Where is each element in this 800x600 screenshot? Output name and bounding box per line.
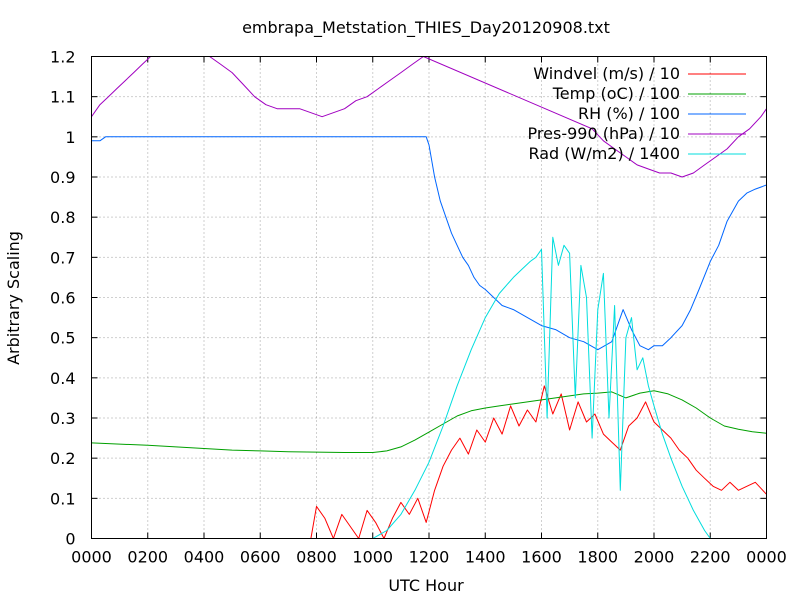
y-tick-label: 1	[65, 128, 75, 147]
y-tick-label: 0.1	[50, 489, 75, 508]
y-tick-label: 0	[65, 530, 75, 549]
legend-label: RH (%) / 100	[578, 104, 680, 123]
y-tick-label: 1.2	[50, 48, 75, 67]
y-axis-label: Arbitrary Scaling	[4, 231, 23, 365]
y-tick-label: 0.6	[50, 289, 75, 308]
series-line-5	[372, 236, 711, 539]
chart-title: embrapa_Metstation_THIES_Day20120908.txt	[242, 18, 610, 38]
x-tick-label: 0200	[127, 548, 168, 567]
series-lines	[91, 56, 767, 539]
x-tick-label: 1600	[521, 548, 562, 567]
x-tick-label: 1000	[352, 548, 393, 567]
y-tick-label: 0.9	[50, 168, 75, 187]
series-line-1	[310, 385, 767, 539]
series-line-2	[91, 390, 767, 453]
x-axis-label: UTC Hour	[388, 576, 464, 595]
series-line-4	[91, 56, 767, 178]
legend-label: Temp (oC) / 100	[552, 84, 680, 103]
x-tick-label: 2000	[634, 548, 675, 567]
plot-border	[91, 56, 767, 539]
y-tick-label: 0.5	[50, 329, 75, 348]
x-tick-label: 2200	[690, 548, 731, 567]
x-tick-label: 1400	[465, 548, 506, 567]
legend-label: Rad (W/m2) / 1400	[528, 144, 680, 163]
y-tick-label: 0.8	[50, 208, 75, 227]
x-tick-label: 0600	[240, 548, 281, 567]
x-tick-label: 1800	[577, 548, 618, 567]
x-tick-label: 0000	[71, 548, 112, 567]
x-tick-label: 1200	[409, 548, 450, 567]
x-tick-label: 0000	[746, 548, 787, 567]
y-tick-label: 0.3	[50, 409, 75, 428]
series-line-3	[91, 136, 767, 351]
axis-ticks: 0000 0200 0400 0600 0800 1000 1200 1400 1600 1800…	[50, 48, 787, 567]
y-tick-label: 0.7	[50, 248, 75, 267]
x-tick-label: 0400	[184, 548, 225, 567]
legend-label: Windvel (m/s) / 10	[533, 64, 680, 83]
y-tick-label: 0.4	[50, 369, 75, 388]
legend-label: Pres-990 (hPa) / 10	[528, 124, 680, 143]
x-tick-label: 0800	[296, 548, 337, 567]
y-tick-label: 0.2	[50, 449, 75, 468]
y-tick-label: 1.1	[50, 88, 75, 107]
